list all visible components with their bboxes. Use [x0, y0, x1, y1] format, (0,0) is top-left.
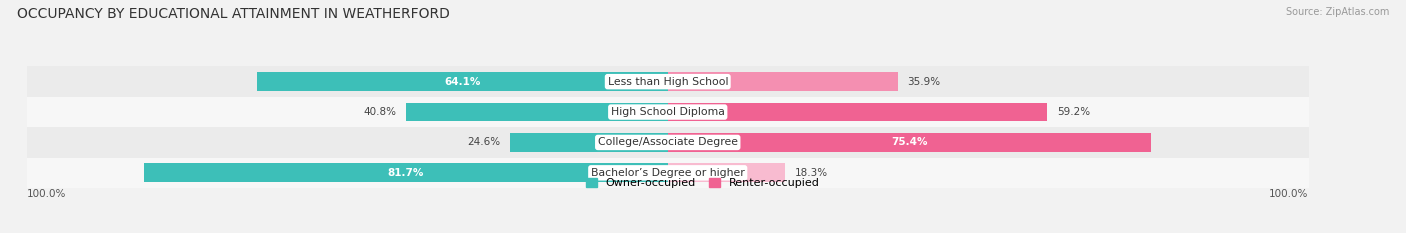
Legend: Owner-occupied, Renter-occupied: Owner-occupied, Renter-occupied	[586, 178, 820, 188]
Bar	[668, 163, 785, 182]
Bar	[668, 72, 898, 91]
Text: 100.0%: 100.0%	[27, 189, 66, 199]
Bar	[668, 103, 1047, 121]
Text: Source: ZipAtlas.com: Source: ZipAtlas.com	[1285, 7, 1389, 17]
Text: Less than High School: Less than High School	[607, 77, 728, 87]
Bar	[668, 133, 1152, 152]
Text: 81.7%: 81.7%	[388, 168, 425, 178]
Text: College/Associate Degree: College/Associate Degree	[598, 137, 738, 147]
Bar	[510, 133, 668, 152]
Bar	[27, 158, 1309, 188]
Bar	[27, 127, 1309, 158]
Text: 18.3%: 18.3%	[794, 168, 828, 178]
Text: 75.4%: 75.4%	[891, 137, 928, 147]
Text: 35.9%: 35.9%	[907, 77, 941, 87]
Text: Bachelor’s Degree or higher: Bachelor’s Degree or higher	[591, 168, 745, 178]
Bar	[406, 103, 668, 121]
Text: 100.0%: 100.0%	[1270, 189, 1309, 199]
Bar	[27, 97, 1309, 127]
Text: 24.6%: 24.6%	[467, 137, 501, 147]
Bar	[27, 66, 1309, 97]
Text: High School Diploma: High School Diploma	[610, 107, 724, 117]
Text: OCCUPANCY BY EDUCATIONAL ATTAINMENT IN WEATHERFORD: OCCUPANCY BY EDUCATIONAL ATTAINMENT IN W…	[17, 7, 450, 21]
Text: 64.1%: 64.1%	[444, 77, 481, 87]
Bar	[257, 72, 668, 91]
Bar	[145, 163, 668, 182]
Text: 59.2%: 59.2%	[1057, 107, 1090, 117]
Text: 40.8%: 40.8%	[364, 107, 396, 117]
